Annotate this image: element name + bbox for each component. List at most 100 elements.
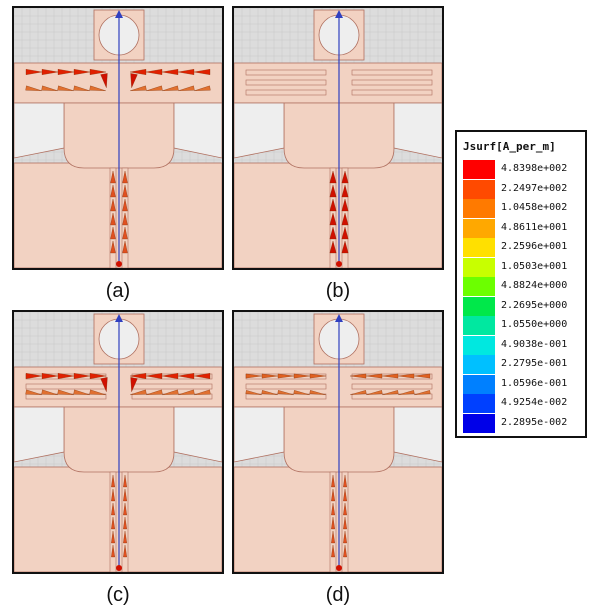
current-arrow [331, 488, 335, 502]
legend-value: 4.9038e-001 [501, 338, 568, 350]
legend-row: 4.9038e-001 [463, 335, 583, 355]
arm-region [234, 62, 442, 104]
legend-value: 4.8824e+000 [501, 280, 568, 291]
current-arrow [122, 240, 128, 254]
current-arrow [161, 69, 179, 75]
current-arrow [111, 502, 115, 516]
current-arrow [293, 390, 310, 395]
current-arrow [341, 184, 349, 198]
legend-title: Jsurf[A_per_m] [463, 140, 556, 153]
current-arrow [145, 69, 163, 75]
current-arrow [245, 373, 263, 379]
current-arrow [293, 373, 311, 379]
current-arrow [25, 69, 43, 75]
current-arrow [129, 373, 147, 379]
current-arrow [350, 390, 367, 395]
current-arrow [145, 373, 163, 379]
current-arrow [89, 389, 106, 395]
current-arrow [25, 389, 42, 395]
current-arrow [41, 69, 59, 75]
current-arrow [73, 85, 90, 91]
feed-port [336, 261, 342, 267]
legend-swatch [463, 413, 495, 433]
meander-slot-right [351, 79, 433, 86]
current-arrow [41, 389, 58, 395]
arm-region [14, 62, 222, 104]
current-arrow [194, 389, 211, 395]
legend-swatch [463, 316, 495, 335]
ground-plane [234, 466, 442, 572]
current-arrow [57, 389, 74, 395]
legend-swatch [463, 218, 495, 238]
legend-row: 2.2795e-001 [463, 355, 583, 374]
legend-swatch [463, 257, 495, 277]
caption-a: (a) [105, 280, 131, 302]
current-arrow [111, 530, 115, 544]
legend-row: 2.2695e+000 [463, 296, 583, 316]
color-legend: Jsurf[A_per_m] 4.8398e+002 2.2497e+002 1.0… [455, 130, 587, 438]
current-arrow [57, 69, 75, 75]
meander-slot-left [245, 69, 327, 76]
legend-swatch [463, 277, 495, 296]
current-arrow [25, 373, 43, 379]
current-arrow [111, 516, 115, 530]
current-arrow [331, 516, 335, 530]
current-arrow [57, 373, 75, 379]
left-cut [14, 102, 65, 159]
legend-value: 1.0503e+001 [501, 260, 568, 272]
arm-region [234, 366, 442, 408]
current-arrow [366, 390, 383, 395]
current-arrow [349, 373, 367, 379]
current-arrow [111, 544, 115, 558]
current-arrow [123, 530, 127, 544]
legend-swatch [463, 335, 495, 355]
current-arrow [123, 516, 127, 530]
ground-plane [14, 162, 222, 268]
current-arrow [100, 377, 108, 392]
current-arrow [343, 502, 347, 516]
current-arrow [146, 389, 163, 395]
panel-c [12, 310, 224, 574]
current-arrow [193, 69, 211, 75]
arm-region [14, 366, 222, 408]
current-arrow [329, 240, 337, 254]
right-cut [393, 102, 442, 159]
current-arrow [73, 69, 91, 75]
current-arrow [25, 85, 42, 91]
legend-swatch [463, 296, 495, 316]
legend-row: 2.2497e+002 [463, 179, 583, 199]
current-arrow [382, 390, 399, 395]
legend-swatch [463, 179, 495, 199]
antenna-current-plot-b [234, 8, 442, 268]
current-arrow [331, 544, 335, 558]
current-arrow [397, 373, 415, 379]
current-arrow [343, 516, 347, 530]
current-arrow [123, 544, 127, 558]
current-arrow [414, 390, 431, 395]
current-arrow [110, 240, 116, 254]
antenna-current-plot-c [14, 312, 222, 572]
current-arrow [341, 198, 349, 212]
current-arrow [122, 184, 128, 198]
current-arrow [381, 373, 399, 379]
current-arrow [146, 85, 163, 91]
legend-row: 1.0458e+002 [463, 199, 583, 218]
right-cut [173, 102, 222, 159]
left-cut [234, 102, 285, 159]
current-arrow [341, 226, 349, 240]
current-arrow [162, 85, 179, 91]
current-arrow [329, 226, 337, 240]
legend-value: 2.2795e-001 [501, 358, 568, 369]
antenna-current-plot-d [234, 312, 442, 572]
current-arrow [277, 390, 294, 395]
legend-value: 2.2695e+000 [501, 299, 568, 311]
current-arrow [41, 85, 58, 91]
meander-slot-right [351, 89, 433, 96]
meander-slot-right [351, 373, 433, 380]
current-arrow [123, 488, 127, 502]
feed-axis-arrowhead [335, 314, 343, 322]
current-arrow [123, 502, 127, 516]
legend-value: 2.2895e-002 [501, 416, 568, 428]
current-arrow [343, 544, 347, 558]
meander-slot-right [351, 69, 433, 76]
